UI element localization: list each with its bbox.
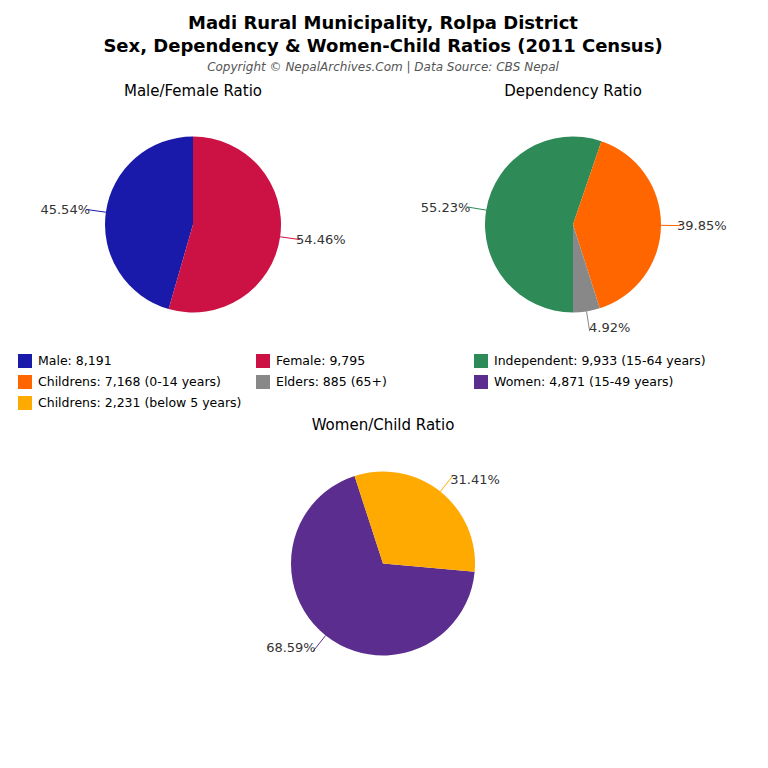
svg-text:45.54%: 45.54% [40, 202, 90, 217]
html-text:Male: 8,191: Male: 8,191 [38, 353, 112, 368]
html-text:Dependency Ratio: Dependency Ratio [504, 82, 642, 100]
html-text:Male/Female Ratio: Male/Female Ratio [123, 82, 262, 100]
svg-text:31.41%: 31.41% [450, 472, 500, 487]
html-text:Madi Rural Municipality, Rolpa: Madi Rural Municipality, Rolpa District [188, 12, 578, 33]
svg-text:55.23%: 55.23% [421, 200, 471, 215]
html-text:Childrens: 7,168 (0-14 years): Childrens: 7,168 (0-14 years) [38, 374, 221, 389]
html-text:Women/Child Ratio: Women/Child Ratio [311, 416, 455, 434]
svg-text:54.46%: 54.46% [296, 232, 346, 247]
html-text:Sex, Dependency & Women-Child: Sex, Dependency & Women-Child Ratios (20… [103, 35, 663, 56]
html-text:Independent: 9,933 (15-64 year: Independent: 9,933 (15-64 years) [494, 353, 706, 368]
html-text:Female: 9,795: Female: 9,795 [276, 353, 366, 368]
html-text:Childrens: 2,231 (below 5 year: Childrens: 2,231 (below 5 years) [38, 395, 242, 410]
svg-text:39.85%: 39.85% [677, 218, 727, 233]
svg-text:4.92%: 4.92% [589, 320, 630, 335]
svg-text:68.59%: 68.59% [266, 640, 316, 655]
html-text:Elders: 885 (65+): Elders: 885 (65+) [276, 374, 387, 389]
html-text:Women: 4,871 (15-49 years): Women: 4,871 (15-49 years) [494, 374, 674, 389]
html-text:Copyright © NepalArchives.Com: Copyright © NepalArchives.Com | Data Sou… [207, 60, 559, 74]
